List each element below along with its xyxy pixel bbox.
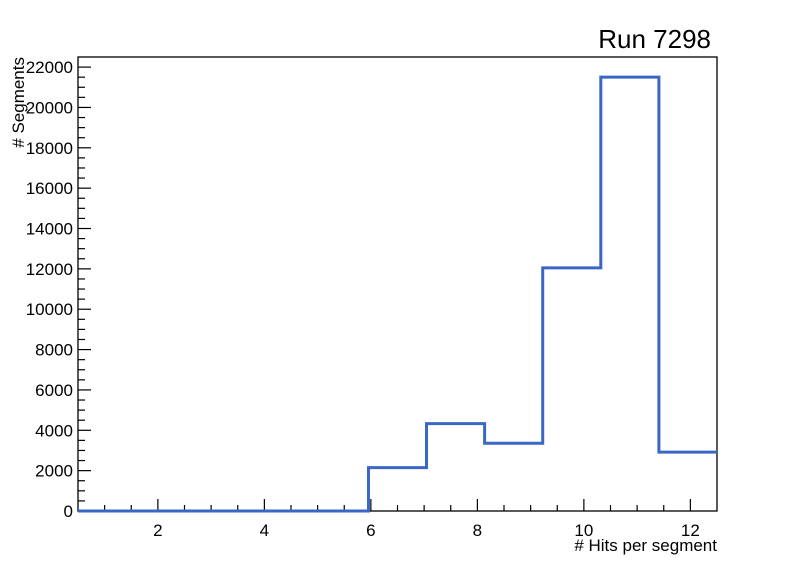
- y-tick-label: 4000: [35, 421, 73, 440]
- y-tick-label: 2000: [35, 462, 73, 481]
- y-tick-label: 8000: [35, 341, 73, 360]
- x-tick-label: 4: [260, 521, 269, 540]
- x-tick-label: 12: [681, 521, 700, 540]
- y-tick-label: 10000: [26, 300, 73, 319]
- x-tick-label: 6: [366, 521, 375, 540]
- y-tick-label: 22000: [26, 58, 73, 77]
- y-tick-label: 18000: [26, 139, 73, 158]
- x-tick-label: 2: [153, 521, 162, 540]
- y-tick-label: 20000: [26, 98, 73, 117]
- x-axis-title: # Hits per segment: [574, 536, 717, 555]
- y-tick-label: 0: [64, 502, 73, 521]
- plot-title: Run 7298: [598, 24, 711, 54]
- x-tick-label: 10: [574, 521, 593, 540]
- y-tick-label: 16000: [26, 179, 73, 198]
- histogram-line: [78, 75, 717, 513]
- y-tick-label: 6000: [35, 381, 73, 400]
- plot-frame: [77, 56, 718, 512]
- y-tick-label: 14000: [26, 220, 73, 239]
- y-tick-label: 12000: [26, 260, 73, 279]
- y-axis-title: # Segments: [9, 57, 28, 148]
- x-tick-label: 8: [473, 521, 482, 540]
- axis-ticks: [78, 66, 691, 512]
